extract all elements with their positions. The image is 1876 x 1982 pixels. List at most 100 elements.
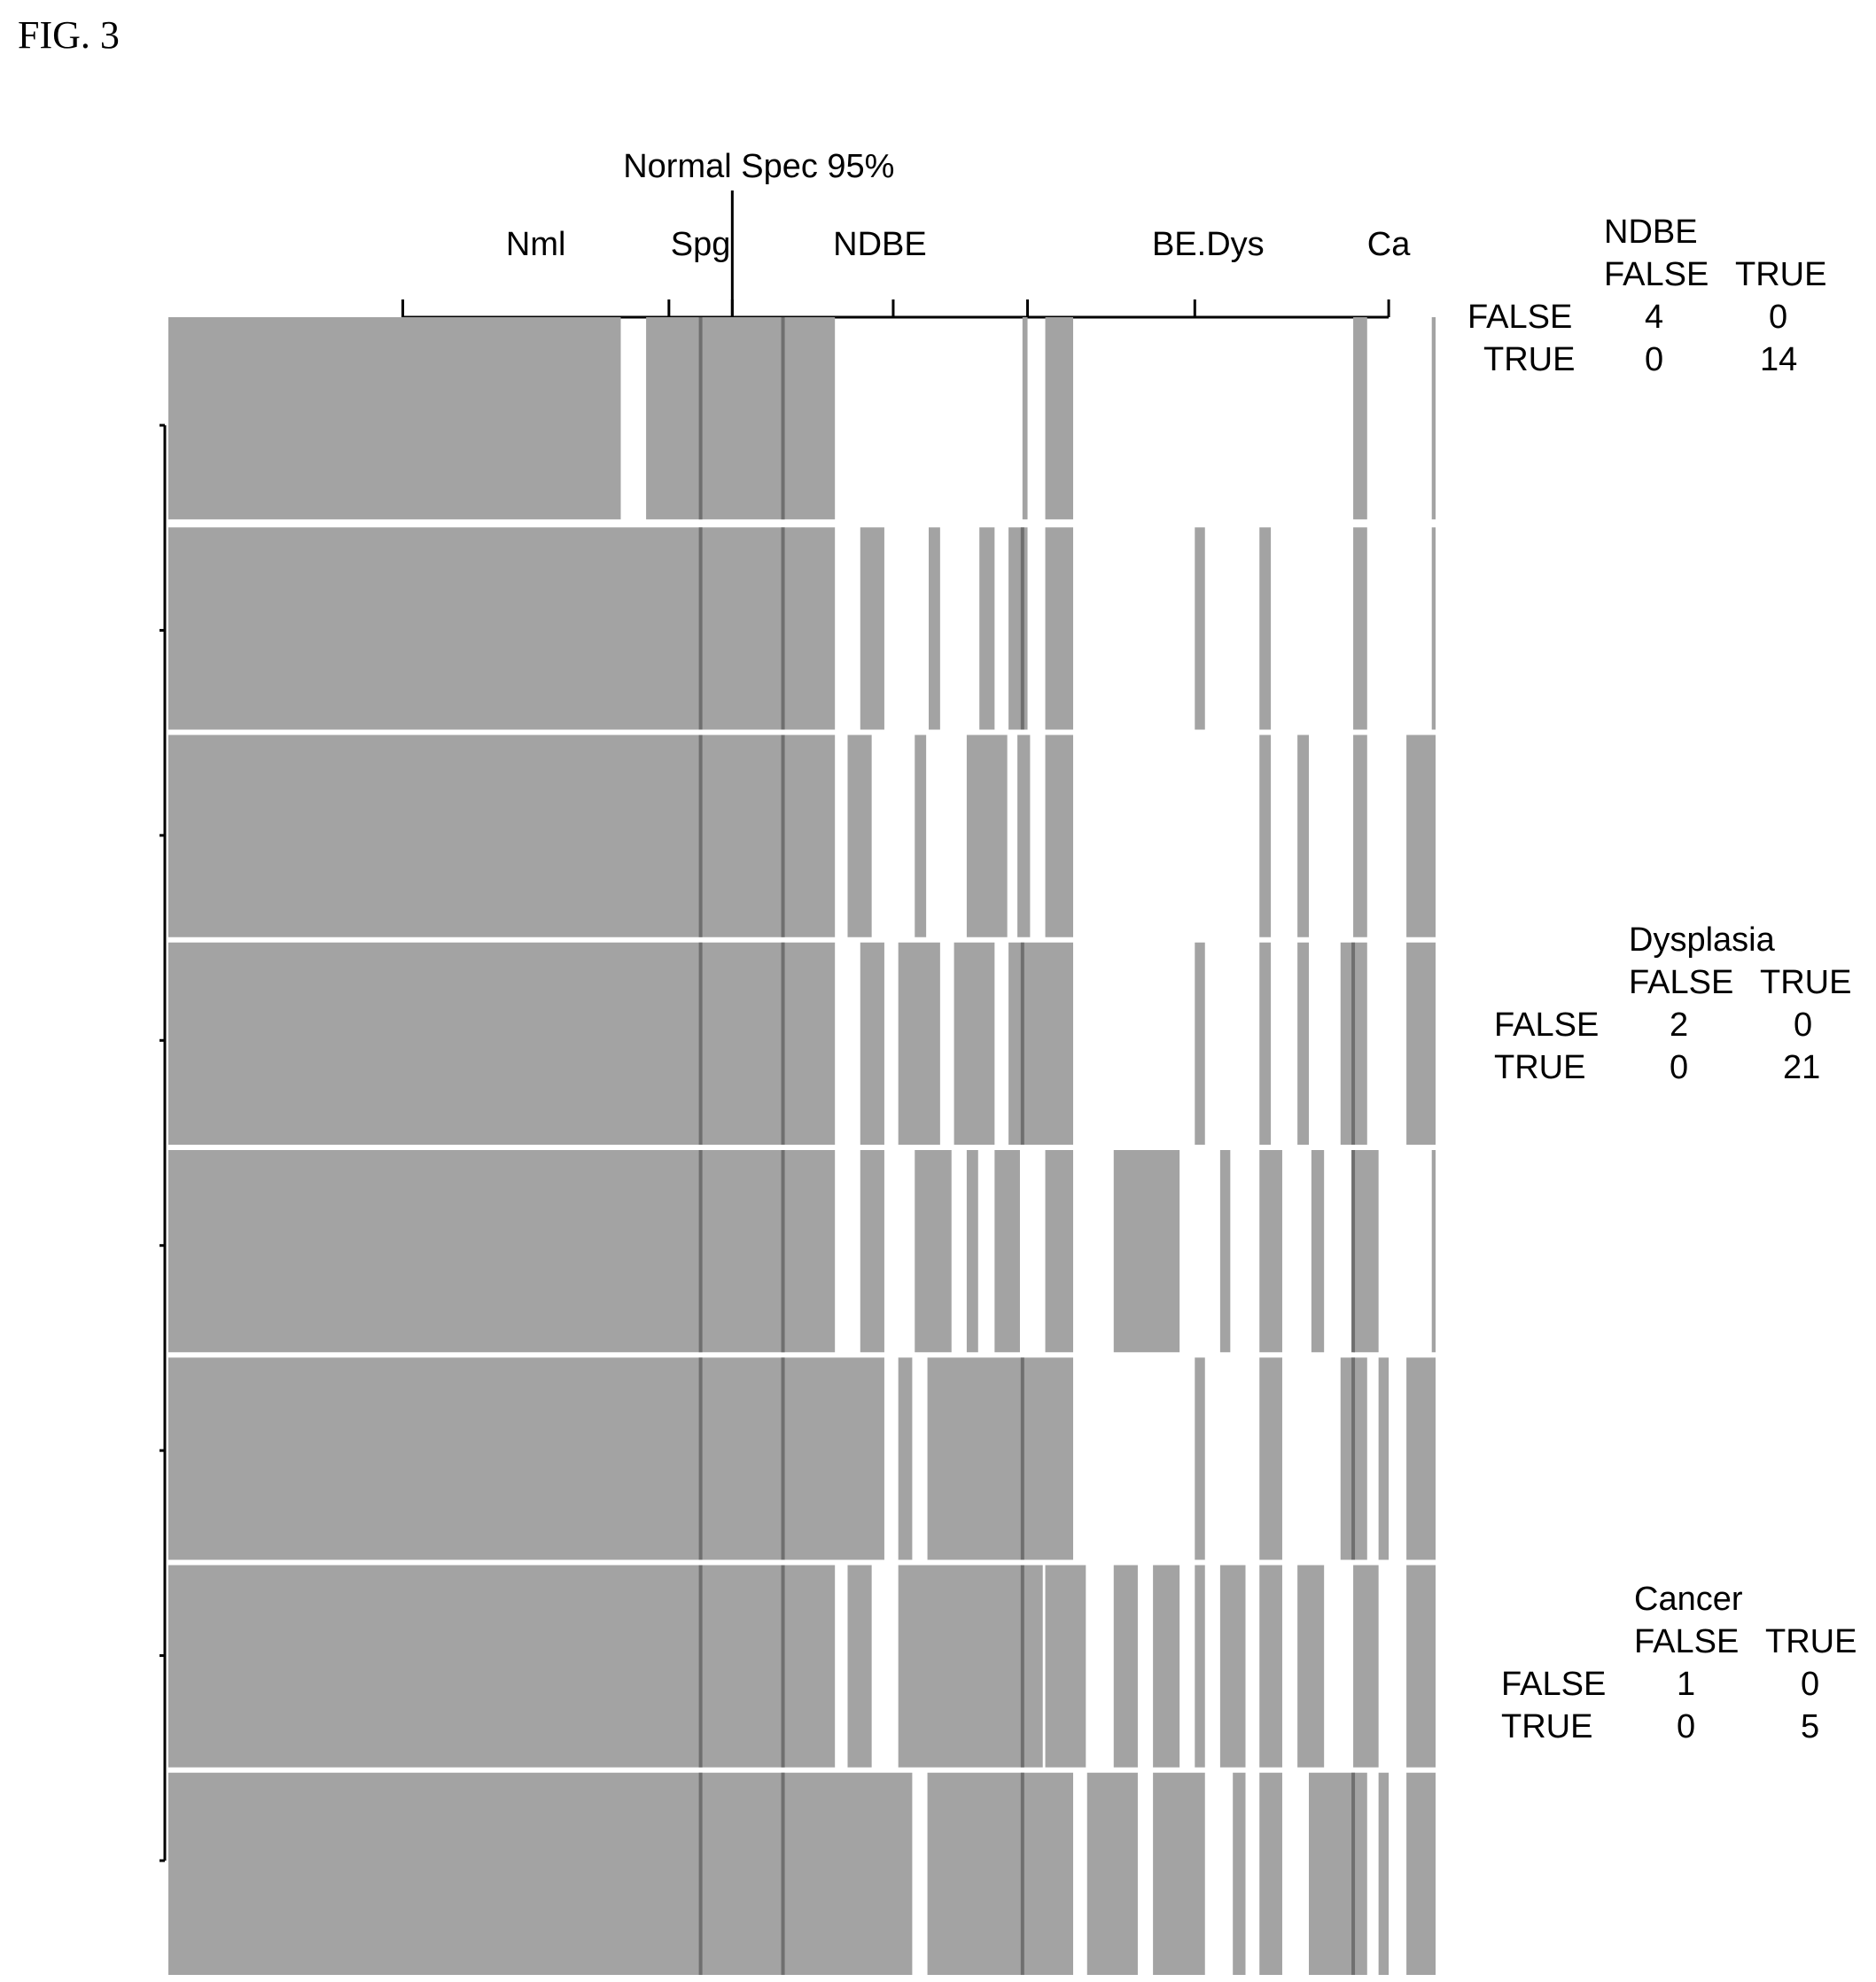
heatmap-line	[1351, 1150, 1356, 1353]
row-header-true: TRUE	[1494, 1049, 1586, 1086]
heatmap-cell	[927, 1357, 1074, 1560]
heatmap-line	[1020, 527, 1024, 730]
col-header-true: TRUE	[1765, 1623, 1857, 1660]
group-label: NDBE	[833, 226, 927, 263]
heatmap-cell	[1153, 1565, 1180, 1768]
heatmap-line	[781, 317, 785, 520]
heatmap-row	[168, 1772, 1436, 1975]
col-header-false: FALSE	[1634, 1623, 1740, 1660]
heatmap-cell	[1259, 1772, 1282, 1975]
heatmap-line	[698, 735, 703, 937]
heatmap-row	[168, 942, 1436, 1145]
row-axis	[160, 424, 167, 1862]
heatmap-cell	[847, 1565, 872, 1768]
cell-value: 21	[1783, 1049, 1821, 1086]
heatmap-line	[698, 1565, 703, 1768]
heatmap-cell	[168, 735, 836, 937]
cell-value: 0	[1670, 1049, 1689, 1086]
heatmap-cell	[1233, 1772, 1246, 1975]
heatmap-cell	[1259, 1150, 1282, 1353]
heatmap-cell	[1309, 1772, 1354, 1975]
heatmap-cell	[994, 1150, 1020, 1353]
heatmap-line	[1351, 1772, 1356, 1975]
heatmap-cell	[1195, 527, 1205, 730]
heatmap-line	[781, 735, 785, 937]
row-header-false: FALSE	[1467, 299, 1573, 336]
heatmap-cell	[1378, 1357, 1389, 1560]
heatmap-cell	[1045, 735, 1074, 937]
figure-label: FIG. 3	[18, 13, 120, 57]
heatmap-line	[1020, 942, 1024, 1145]
heatmap-cell	[168, 527, 836, 730]
heatmap-line	[1351, 1357, 1356, 1560]
heatmap-line	[781, 1565, 785, 1768]
heatmap-cell	[927, 1772, 1074, 1975]
cell-value: 5	[1801, 1708, 1820, 1745]
heatmap-rows	[168, 317, 1436, 1975]
heatmap-cell	[954, 942, 995, 1145]
group-label: Ca	[1367, 226, 1411, 263]
cell-value: 4	[1645, 299, 1664, 336]
heatmap-cell	[1406, 1565, 1436, 1768]
heatmap-cell	[915, 1150, 952, 1353]
heatmap-cell	[168, 1150, 836, 1353]
heatmap-cell	[915, 735, 927, 937]
col-header-true: TRUE	[1735, 256, 1827, 293]
heatmap-cell	[1045, 527, 1074, 730]
group-label: BE.Dys	[1152, 226, 1265, 263]
group-label: Nml	[506, 226, 566, 263]
heatmap-cell	[860, 527, 884, 730]
heatmap-cell	[860, 1150, 884, 1353]
row-header-false: FALSE	[1494, 1007, 1600, 1044]
heatmap-cell	[1406, 942, 1436, 1145]
heatmap-line	[698, 1357, 703, 1560]
heatmap-cell	[1045, 1150, 1074, 1353]
heatmap-cell	[1259, 1357, 1282, 1560]
heatmap-cell	[1297, 735, 1309, 937]
heatmap-cell	[1353, 1772, 1367, 1975]
group-axis: Nml Spg NDBE BE.Dys Ca Normal Spec 95%	[401, 148, 1411, 319]
heatmap-cell	[847, 735, 872, 937]
heatmap-cell	[1008, 942, 1074, 1145]
col-header-true: TRUE	[1760, 964, 1852, 1001]
heatmap-cell	[860, 942, 884, 1145]
group-label: Spg	[671, 226, 731, 263]
heatmap-cell	[1008, 527, 1028, 730]
cell-value: 0	[1794, 1007, 1813, 1044]
heatmap-cell	[1406, 1357, 1436, 1560]
heatmap-line	[781, 527, 785, 730]
heatmap-line	[781, 1772, 785, 1975]
heatmap-cell	[1259, 942, 1272, 1145]
heatmap-line	[698, 1150, 703, 1353]
heatmap-line	[1351, 942, 1356, 1145]
heatmap-cell	[966, 735, 1008, 937]
heatmap-cell	[898, 942, 940, 1145]
table-title: Dysplasia	[1629, 921, 1775, 959]
heatmap-cell	[168, 1565, 836, 1768]
heatmap-cell	[1219, 1150, 1231, 1353]
heatmap-cell	[1406, 1772, 1436, 1975]
heatmap-cell	[1297, 942, 1309, 1145]
cell-value: 0	[1645, 341, 1664, 378]
heatmap-cell	[1431, 527, 1436, 730]
threshold-label: Normal Spec 95%	[623, 148, 894, 185]
heatmap-row	[168, 527, 1436, 730]
heatmap-cell	[1431, 317, 1436, 520]
heatmap-cell	[1259, 527, 1272, 730]
heatmap-cell	[1297, 1565, 1325, 1768]
heatmap-cell	[1153, 1772, 1205, 1975]
heatmap-cell	[1259, 1565, 1282, 1768]
cell-value: 0	[1769, 299, 1788, 336]
heatmap-cell	[1195, 942, 1205, 1145]
heatmap-line	[698, 527, 703, 730]
heatmap-line	[781, 942, 785, 1145]
row-header-true: TRUE	[1501, 1708, 1593, 1745]
heatmap-line	[1020, 1772, 1024, 1975]
cell-value: 0	[1801, 1666, 1820, 1703]
row-header-false: FALSE	[1501, 1666, 1607, 1703]
heatmap-line	[1020, 1565, 1024, 1768]
heatmap-cell	[929, 527, 940, 730]
heatmap-cell	[168, 317, 621, 520]
heatmap-cell	[1045, 317, 1074, 520]
